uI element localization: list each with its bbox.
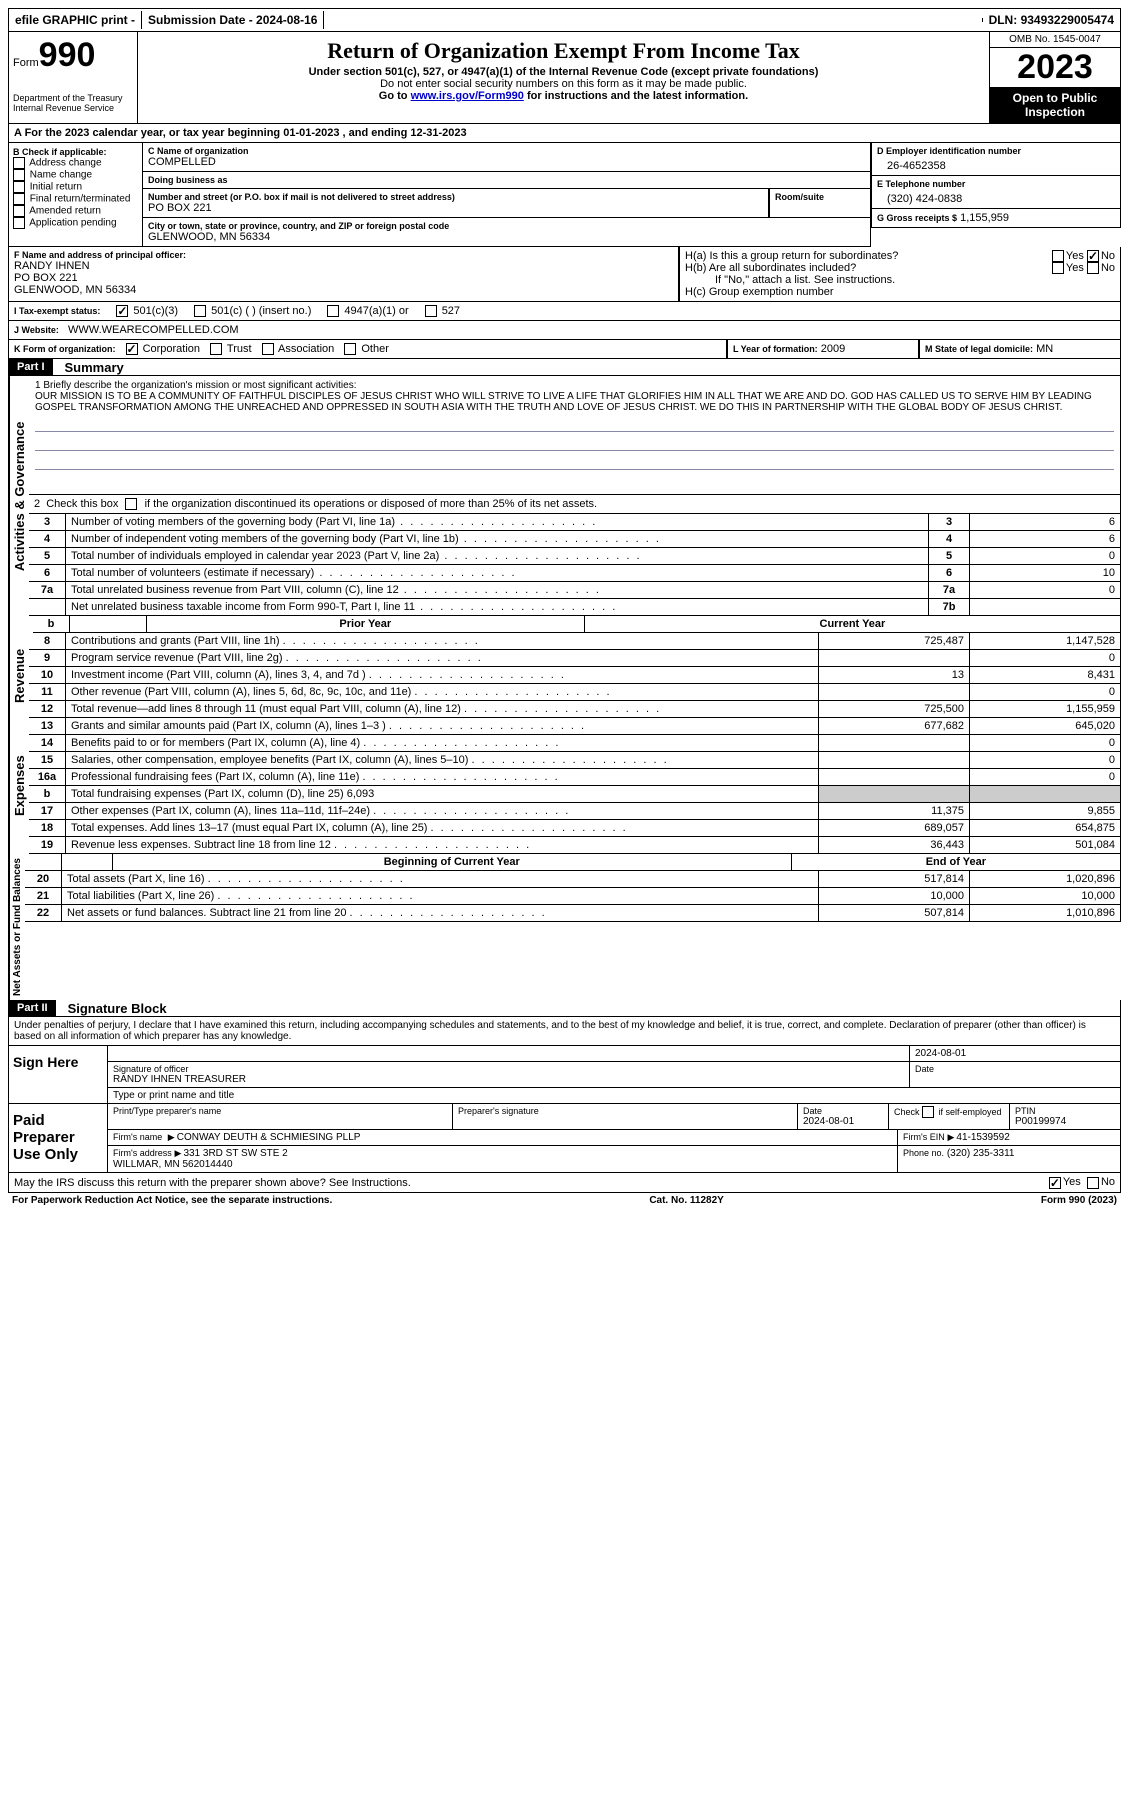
app-pending-checkbox[interactable] (13, 217, 25, 229)
phone-value: (320) 424-0838 (877, 189, 1115, 205)
501c-checkbox[interactable] (194, 305, 206, 317)
dba-label: Doing business as (148, 175, 865, 185)
discuss-yes[interactable] (1049, 1177, 1061, 1189)
form-subtitle: Under section 501(c), 527, or 4947(a)(1)… (142, 66, 985, 78)
section-a: A For the 2023 calendar year, or tax yea… (8, 124, 1121, 143)
top-bar: efile GRAPHIC print - Submission Date - … (8, 8, 1121, 32)
gross-label: G Gross receipts $ (877, 213, 957, 223)
gross-value: 1,155,959 (960, 212, 1009, 224)
firm-ein: 41-1539592 (956, 1132, 1009, 1143)
ha-yes[interactable] (1052, 250, 1064, 262)
other-checkbox[interactable] (344, 343, 356, 355)
tax-status-label: I Tax-exempt status: (14, 306, 100, 316)
expenses-tab: Expenses (9, 718, 29, 854)
governance-tab: Activities & Governance (9, 376, 29, 616)
discontinued-checkbox[interactable] (125, 498, 137, 510)
netassets-tab: Net Assets or Fund Balances (9, 854, 25, 1000)
amended-checkbox[interactable] (13, 205, 25, 217)
hc-label: H(c) Group exemption number (685, 286, 1115, 298)
paperwork-notice: For Paperwork Reduction Act Notice, see … (12, 1195, 332, 1206)
mission-label: 1 Briefly describe the organization's mi… (35, 380, 1114, 391)
line2-text: 2 Check this box if the organization dis… (34, 498, 597, 510)
prior-year-header: Prior Year (146, 616, 584, 633)
paid-preparer-block: Paid Preparer Use Only Print/Type prepar… (8, 1104, 1121, 1173)
sig-date: 2024-08-01 (910, 1046, 1120, 1061)
form-header: Form990 Department of the Treasury Inter… (8, 32, 1121, 124)
submission-date: Submission Date - 2024-08-16 (142, 11, 324, 29)
current-year-header: Current Year (584, 616, 1120, 633)
instructions-link[interactable]: www.irs.gov/Form990 (411, 90, 524, 102)
year-formation-label: L Year of formation: (733, 344, 818, 354)
tax-year: 2023 (990, 48, 1120, 87)
ein-value: 26-4652358 (877, 156, 1115, 172)
org-name-label: C Name of organization (148, 146, 865, 156)
cat-no: Cat. No. 11282Y (649, 1195, 723, 1206)
discuss-label: May the IRS discuss this return with the… (14, 1177, 411, 1189)
room-label: Room/suite (775, 192, 865, 202)
form-org-label: K Form of organization: (14, 344, 116, 354)
penalty-text: Under penalties of perjury, I declare th… (8, 1017, 1121, 1046)
revenue-tab: Revenue (9, 633, 29, 718)
phone-label: E Telephone number (877, 179, 1115, 189)
firm-phone: (320) 235-3311 (947, 1148, 1015, 1159)
part1-header: Part I Summary (8, 359, 1121, 376)
officer-name: RANDY IHNEN (14, 260, 673, 272)
assoc-checkbox[interactable] (262, 343, 274, 355)
final-return-checkbox[interactable] (13, 193, 25, 205)
sign-here-block: Sign Here 2024-08-01 Signature of office… (8, 1046, 1121, 1104)
dln: DLN: 93493229005474 (983, 11, 1120, 29)
block-b: B Check if applicable: Address change Na… (8, 143, 143, 247)
street-label: Number and street (or P.O. box if mail i… (148, 192, 763, 202)
expenses-table: 13Grants and similar amounts paid (Part … (29, 718, 1121, 854)
org-name: COMPELLED (148, 156, 865, 168)
name-change-checkbox[interactable] (13, 169, 25, 181)
initial-return-checkbox[interactable] (13, 181, 25, 193)
corp-checkbox[interactable] (126, 343, 138, 355)
trust-checkbox[interactable] (210, 343, 222, 355)
ha-no[interactable] (1087, 250, 1099, 262)
begin-year-header: Beginning of Current Year (112, 854, 791, 871)
officer-city: GLENWOOD, MN 56334 (14, 284, 673, 296)
hb-label: H(b) Are all subordinates included? (685, 262, 856, 274)
discuss-no[interactable] (1087, 1177, 1099, 1189)
city-value: GLENWOOD, MN 56334 (148, 231, 865, 243)
form-footer: Form 990 (2023) (1041, 1195, 1117, 1206)
addr-change-checkbox[interactable] (13, 157, 25, 169)
hb-no[interactable] (1087, 262, 1099, 274)
officer-street: PO BOX 221 (14, 272, 673, 284)
inspection-badge: Open to Public Inspection (990, 87, 1120, 123)
ha-label: H(a) Is this a group return for subordin… (685, 250, 898, 262)
efile-print[interactable]: efile GRAPHIC print - (9, 11, 142, 29)
firm-name: CONWAY DEUTH & SCHMIESING PLLP (177, 1132, 361, 1143)
hb-note: If "No," attach a list. See instructions… (685, 274, 1115, 286)
501c3-checkbox[interactable] (116, 305, 128, 317)
part2-header: Part II Signature Block (8, 1000, 1121, 1017)
4947-checkbox[interactable] (327, 305, 339, 317)
form-label: Form (13, 57, 39, 69)
ptin: P00199974 (1015, 1116, 1115, 1127)
form-title: Return of Organization Exempt From Incom… (142, 38, 985, 64)
year-formation: 2009 (821, 343, 845, 355)
revenue-table: 8Contributions and grants (Part VIII, li… (29, 633, 1121, 718)
hb-yes[interactable] (1052, 262, 1064, 274)
mission-text: OUR MISSION IS TO BE A COMMUNITY OF FAIT… (35, 391, 1114, 413)
domicile: MN (1036, 343, 1053, 355)
omb-number: OMB No. 1545-0047 (990, 32, 1120, 48)
dept-label: Department of the Treasury Internal Reve… (13, 93, 133, 113)
street-value: PO BOX 221 (148, 202, 763, 214)
end-year-header: End of Year (791, 854, 1120, 871)
officer-sig-name: RANDY IHNEN TREASURER (113, 1074, 904, 1085)
domicile-label: M State of legal domicile: (925, 344, 1033, 354)
self-employed-checkbox[interactable] (922, 1106, 934, 1118)
form-number: 990 (39, 36, 96, 74)
officer-label: F Name and address of principal officer: (14, 250, 673, 260)
city-label: City or town, state or province, country… (148, 221, 865, 231)
website-label: J Website: (14, 325, 59, 335)
governance-table: 3Number of voting members of the governi… (29, 514, 1121, 616)
website-url[interactable]: WWW.WEARECOMPELLED.COM (68, 324, 239, 336)
ein-label: D Employer identification number (877, 146, 1115, 156)
netassets-table: 20Total assets (Part X, line 16) 517,814… (25, 871, 1121, 922)
ssn-note: Do not enter social security numbers on … (142, 78, 985, 90)
527-checkbox[interactable] (425, 305, 437, 317)
